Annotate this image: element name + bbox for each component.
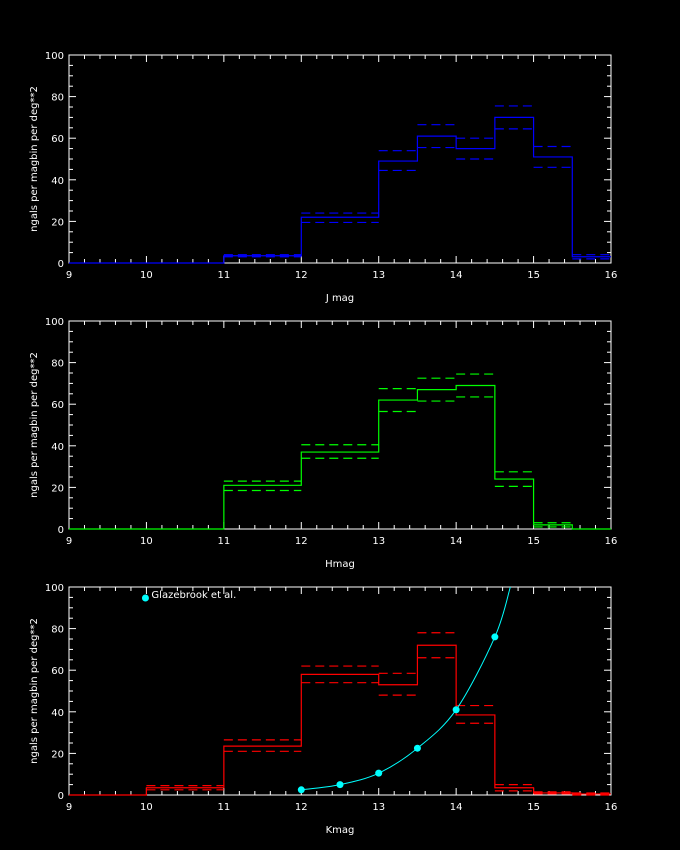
- x-tick-label: 16: [605, 270, 618, 281]
- legend-marker: [141, 594, 149, 602]
- y-tick-label: 80: [51, 93, 64, 104]
- chart-panel-3: 9 10 11 12 13 14 15 16 0 20 40 60 80 100 Kmag ngals per…: [29, 583, 617, 836]
- x-tick-label: 12: [295, 802, 308, 813]
- x-axis-label: Kmag: [326, 825, 355, 836]
- x-tick-label: 13: [372, 270, 385, 281]
- x-tick-label: 15: [527, 802, 540, 813]
- y-tick-label: 40: [51, 708, 64, 719]
- chart-panel-2: 9 10 11 12 13 14 15 16 0 20 40 60 80 100 Hmag ngals per…: [29, 317, 617, 570]
- y-tick-label: 40: [51, 176, 64, 187]
- glazebrook-point: [336, 781, 344, 789]
- y-axis-label: ngals per magbin per deg**2: [29, 618, 40, 764]
- x-tick-label: 10: [140, 536, 153, 547]
- y-tick-label: 100: [45, 583, 64, 594]
- x-tick-label: 10: [140, 270, 153, 281]
- glazebrook-point: [297, 786, 305, 794]
- x-tick-label: 9: [66, 536, 72, 547]
- y-tick-label: 60: [51, 134, 64, 145]
- x-tick-label: 9: [66, 270, 72, 281]
- plot-frame: [68, 586, 612, 796]
- y-tick-label: 0: [58, 525, 64, 536]
- x-tick-label: 14: [450, 270, 463, 281]
- x-tick-label: 10: [140, 802, 153, 813]
- x-tick-label: 11: [217, 270, 230, 281]
- y-tick-label: 60: [51, 400, 64, 411]
- y-tick-label: 0: [58, 259, 64, 270]
- glazebrook-point: [413, 744, 421, 752]
- y-tick-label: 20: [51, 217, 64, 228]
- legend-label: Glazebrook et al.: [151, 590, 236, 601]
- histogram-step-line: [69, 644, 611, 796]
- y-tick-label: 80: [51, 359, 64, 370]
- y-axis-label: ngals per magbin per deg**2: [29, 352, 40, 498]
- y-tick-label: 80: [51, 625, 64, 636]
- x-tick-label: 11: [217, 802, 230, 813]
- y-tick-label: 100: [45, 51, 64, 62]
- x-tick-label: 12: [295, 270, 308, 281]
- y-tick-label: 100: [45, 317, 64, 328]
- x-tick-label: 12: [295, 536, 308, 547]
- chart-panel-1: 9 10 11 12 13 14 15 16 0 20 40 60 80 100 J mag ngals pe…: [29, 51, 617, 304]
- x-tick-label: 14: [450, 802, 463, 813]
- histogram-step-line: [69, 384, 611, 530]
- x-tick-label: 11: [217, 536, 230, 547]
- glazebrook-point: [375, 769, 383, 777]
- glazebrook-point: [452, 706, 460, 714]
- x-tick-label: 14: [450, 536, 463, 547]
- glazebrook-curve: [301, 586, 511, 791]
- x-tick-label: 9: [66, 802, 72, 813]
- glazebrook-point: [491, 633, 499, 641]
- y-tick-label: 20: [51, 749, 64, 760]
- y-axis-label: ngals per magbin per deg**2: [29, 86, 40, 232]
- y-tick-label: 20: [51, 483, 64, 494]
- y-tick-label: 60: [51, 666, 64, 677]
- x-tick-label: 15: [527, 536, 540, 547]
- plot-frame: [68, 54, 612, 264]
- x-tick-label: 15: [527, 270, 540, 281]
- y-tick-label: 0: [58, 791, 64, 802]
- x-axis-label: J mag: [325, 293, 354, 304]
- x-axis-label: Hmag: [325, 559, 355, 570]
- y-tick-label: 40: [51, 442, 64, 453]
- histogram-step-line: [69, 116, 611, 264]
- plot-frame: [68, 320, 612, 530]
- x-tick-label: 16: [605, 802, 618, 813]
- x-tick-label: 13: [372, 536, 385, 547]
- x-tick-label: 13: [372, 802, 385, 813]
- x-tick-label: 16: [605, 536, 618, 547]
